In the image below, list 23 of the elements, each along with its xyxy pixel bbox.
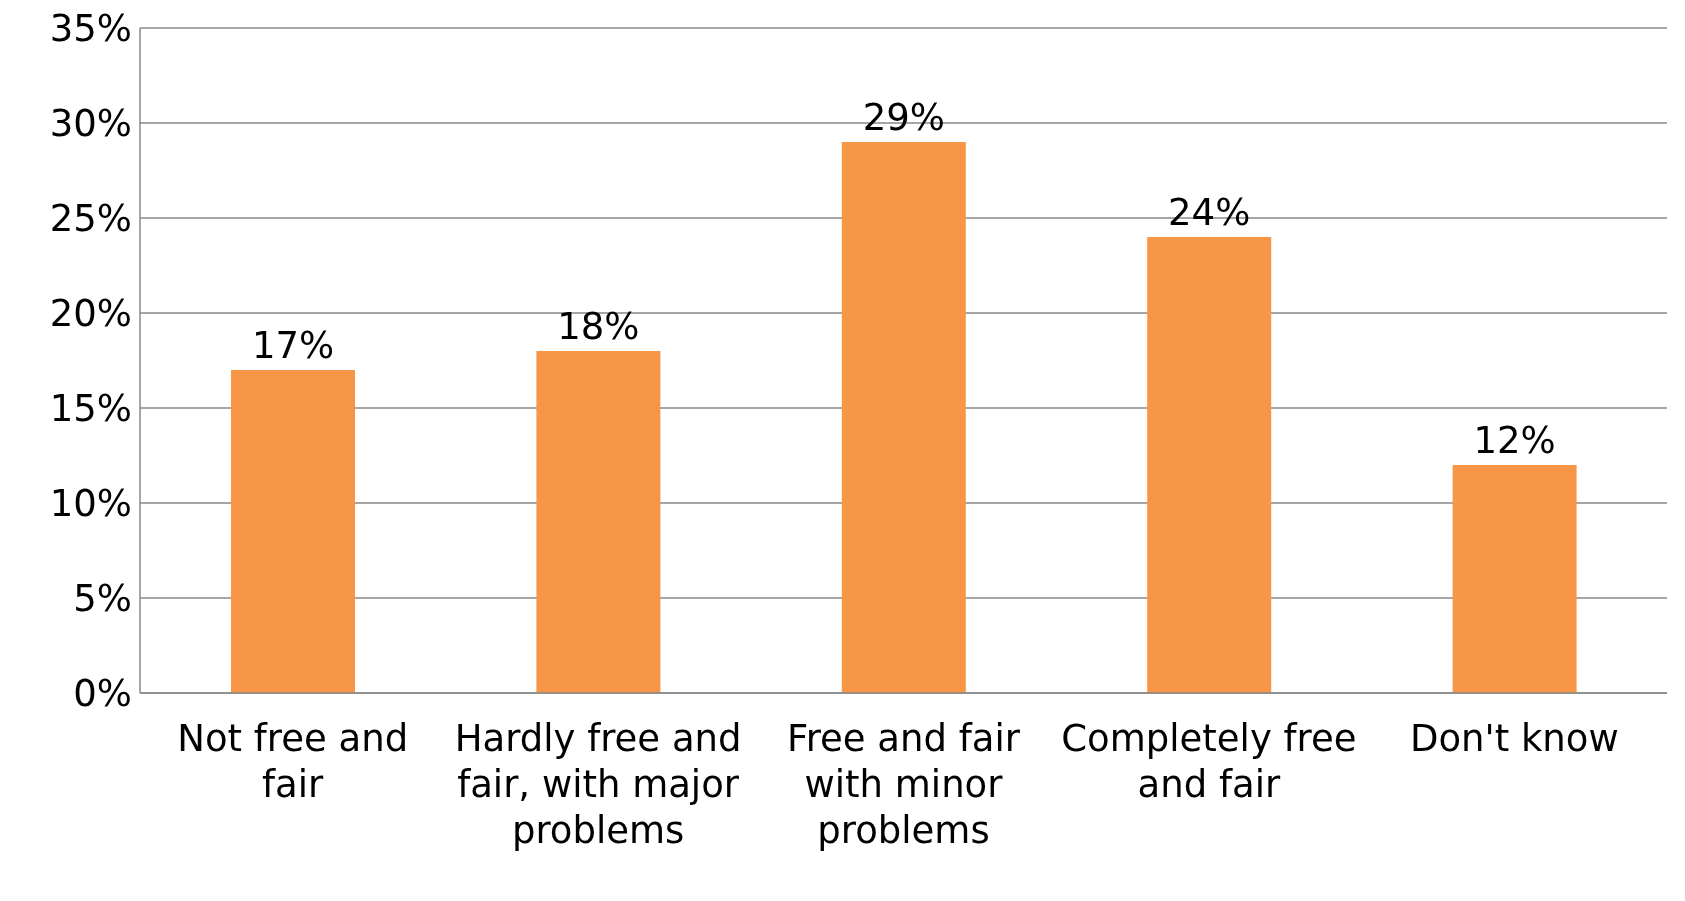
y-tick-label: 0% xyxy=(73,672,132,716)
bar xyxy=(536,351,661,693)
y-tick-label: 15% xyxy=(49,387,132,431)
bar xyxy=(1452,465,1577,693)
bar xyxy=(841,142,966,693)
data-label: 12% xyxy=(1473,419,1556,462)
bar xyxy=(1147,237,1272,693)
y-tick-label: 10% xyxy=(49,482,132,526)
y-tick-label: 20% xyxy=(49,292,132,336)
data-label: 18% xyxy=(557,305,640,348)
data-label: 24% xyxy=(1168,191,1251,234)
bar xyxy=(231,370,355,693)
x-tick-label: Not free and fair xyxy=(177,717,409,806)
x-tick-label: Free and fair with minor problems xyxy=(787,717,1021,852)
y-tick-label: 25% xyxy=(49,197,132,241)
y-tick-label: 30% xyxy=(49,102,132,146)
y-tick-label: 35% xyxy=(49,7,132,51)
y-tick-label: 5% xyxy=(73,577,132,621)
x-tick-label: Completely free and fair xyxy=(1061,717,1357,806)
data-label: 17% xyxy=(251,324,335,367)
x-tick-label: Hardly free and fair, with major problems xyxy=(454,717,742,852)
x-tick-label: Don't know xyxy=(1409,717,1619,760)
data-label: 29% xyxy=(862,96,945,139)
